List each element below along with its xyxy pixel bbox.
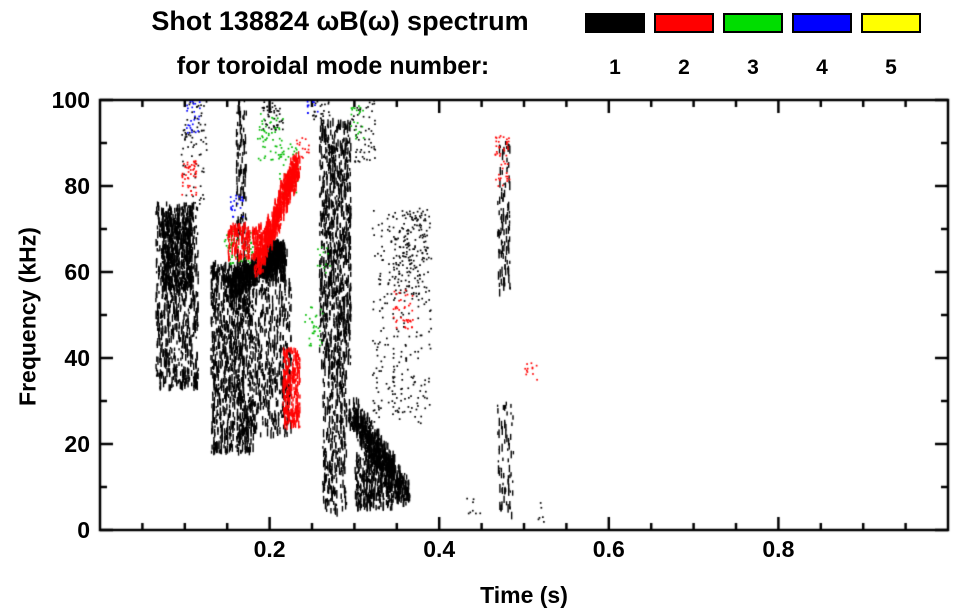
y-tick-label: 60	[64, 259, 90, 285]
y-tick-label: 80	[64, 173, 90, 199]
y-tick-label: 0	[77, 517, 90, 543]
legend-label: 3	[747, 56, 759, 79]
y-tick-label: 40	[64, 345, 90, 371]
legend-swatch	[654, 13, 714, 33]
y-tick-label: 100	[51, 87, 90, 113]
legend-label: 1	[609, 56, 621, 79]
x-tick-label: 0.2	[253, 536, 286, 562]
legend-label: 2	[678, 56, 690, 79]
legend-label: 5	[885, 56, 897, 79]
chart-title-line1: Shot 138824 ωB(ω) spectrum	[151, 6, 529, 36]
legend-swatch	[792, 13, 852, 33]
y-axis-title: Frequency (kHz)	[14, 227, 41, 406]
legend-labels: 1 2 3 4 5	[585, 56, 921, 80]
chart-title-line2: for toroidal mode number:	[176, 52, 490, 80]
legend-swatch	[861, 13, 921, 33]
x-tick-label: 0.4	[423, 536, 456, 562]
x-tick-label: 0.6	[592, 536, 625, 562]
x-axis-title: Time (s)	[480, 582, 568, 608]
legend	[585, 13, 921, 33]
x-tick-label: 0.8	[762, 536, 795, 562]
legend-label: 4	[816, 56, 828, 79]
legend-swatch	[585, 13, 645, 33]
y-tick-label: 20	[64, 431, 90, 457]
legend-swatch	[723, 13, 783, 33]
